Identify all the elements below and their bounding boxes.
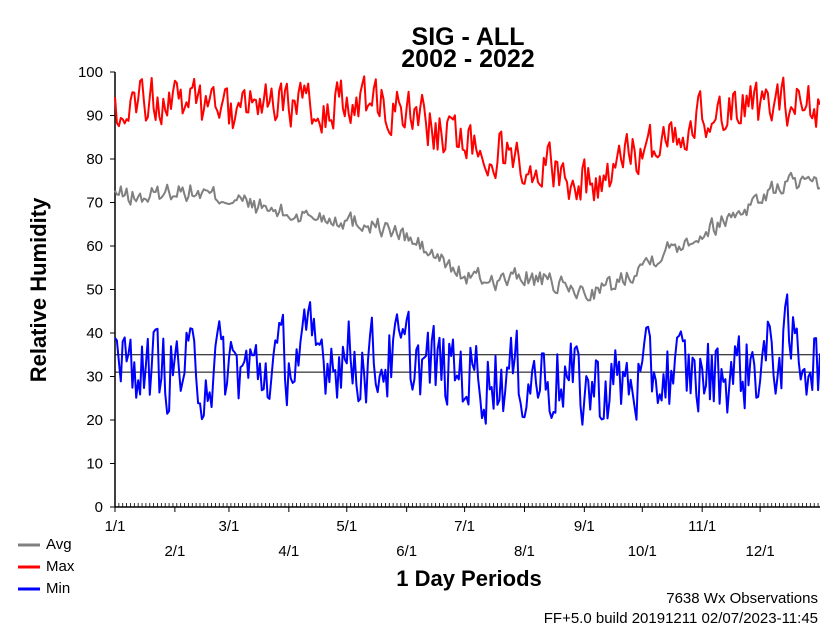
x-tick-label: 2/1 xyxy=(164,543,185,560)
x-tick-label: 4/1 xyxy=(278,543,299,560)
y-tick-label: 60 xyxy=(86,238,103,255)
series-lines xyxy=(114,75,820,426)
y-tick-label: 90 xyxy=(86,108,103,125)
x-tick-label: 7/1 xyxy=(454,518,475,535)
series-line-max xyxy=(114,75,820,202)
chart-subtitle: 2002 - 2022 xyxy=(401,45,534,73)
x-axis-title: 1 Day Periods xyxy=(396,566,542,591)
x-tick-label: 11/1 xyxy=(688,518,716,535)
legend-label-avg: Avg xyxy=(46,536,72,553)
legend: Avg Max Min xyxy=(18,536,75,597)
y-tick-label: 50 xyxy=(86,282,103,299)
x-tick-label: 12/1 xyxy=(746,543,775,560)
y-tick-label: 70 xyxy=(86,195,103,212)
y-axis-title: Relative Humidity xyxy=(26,197,51,382)
x-tick-label: 1/1 xyxy=(105,518,126,535)
series-line-min xyxy=(114,293,820,426)
build-info: FF+5.0 build 20191211 02/07/2023-11:45 xyxy=(544,610,818,627)
plot-area xyxy=(114,72,820,508)
x-tick-label: 8/1 xyxy=(514,543,535,560)
x-minor-ticks xyxy=(114,503,819,507)
x-tick-label: 5/1 xyxy=(336,518,357,535)
legend-label-max: Max xyxy=(46,558,75,575)
legend-label-min: Min xyxy=(46,580,70,597)
series-line-avg xyxy=(114,171,820,302)
x-tick-label: 3/1 xyxy=(219,518,240,535)
y-tick-label: 0 xyxy=(95,499,103,516)
y-tick-label: 100 xyxy=(78,64,103,81)
observations-count: 7638 Wx Observations xyxy=(666,590,818,607)
x-tick-label: 6/1 xyxy=(396,543,417,560)
y-tick-label: 10 xyxy=(86,456,103,473)
y-tick-label: 30 xyxy=(86,369,103,386)
y-ticks: 0 10 20 30 40 50 60 70 80 90 100 xyxy=(78,64,115,516)
x-tick-label: 10/1 xyxy=(628,543,657,560)
x-ticks: 1/1 3/1 5/1 7/1 9/1 11/1 2/1 4/1 6/1 8/1 10/1 12/1 xyxy=(105,507,775,560)
chart-title: SIG - ALL xyxy=(412,23,525,51)
y-tick-label: 20 xyxy=(86,412,103,429)
y-tick-label: 40 xyxy=(86,325,103,342)
y-tick-label: 80 xyxy=(86,151,103,168)
x-tick-label: 9/1 xyxy=(574,518,595,535)
